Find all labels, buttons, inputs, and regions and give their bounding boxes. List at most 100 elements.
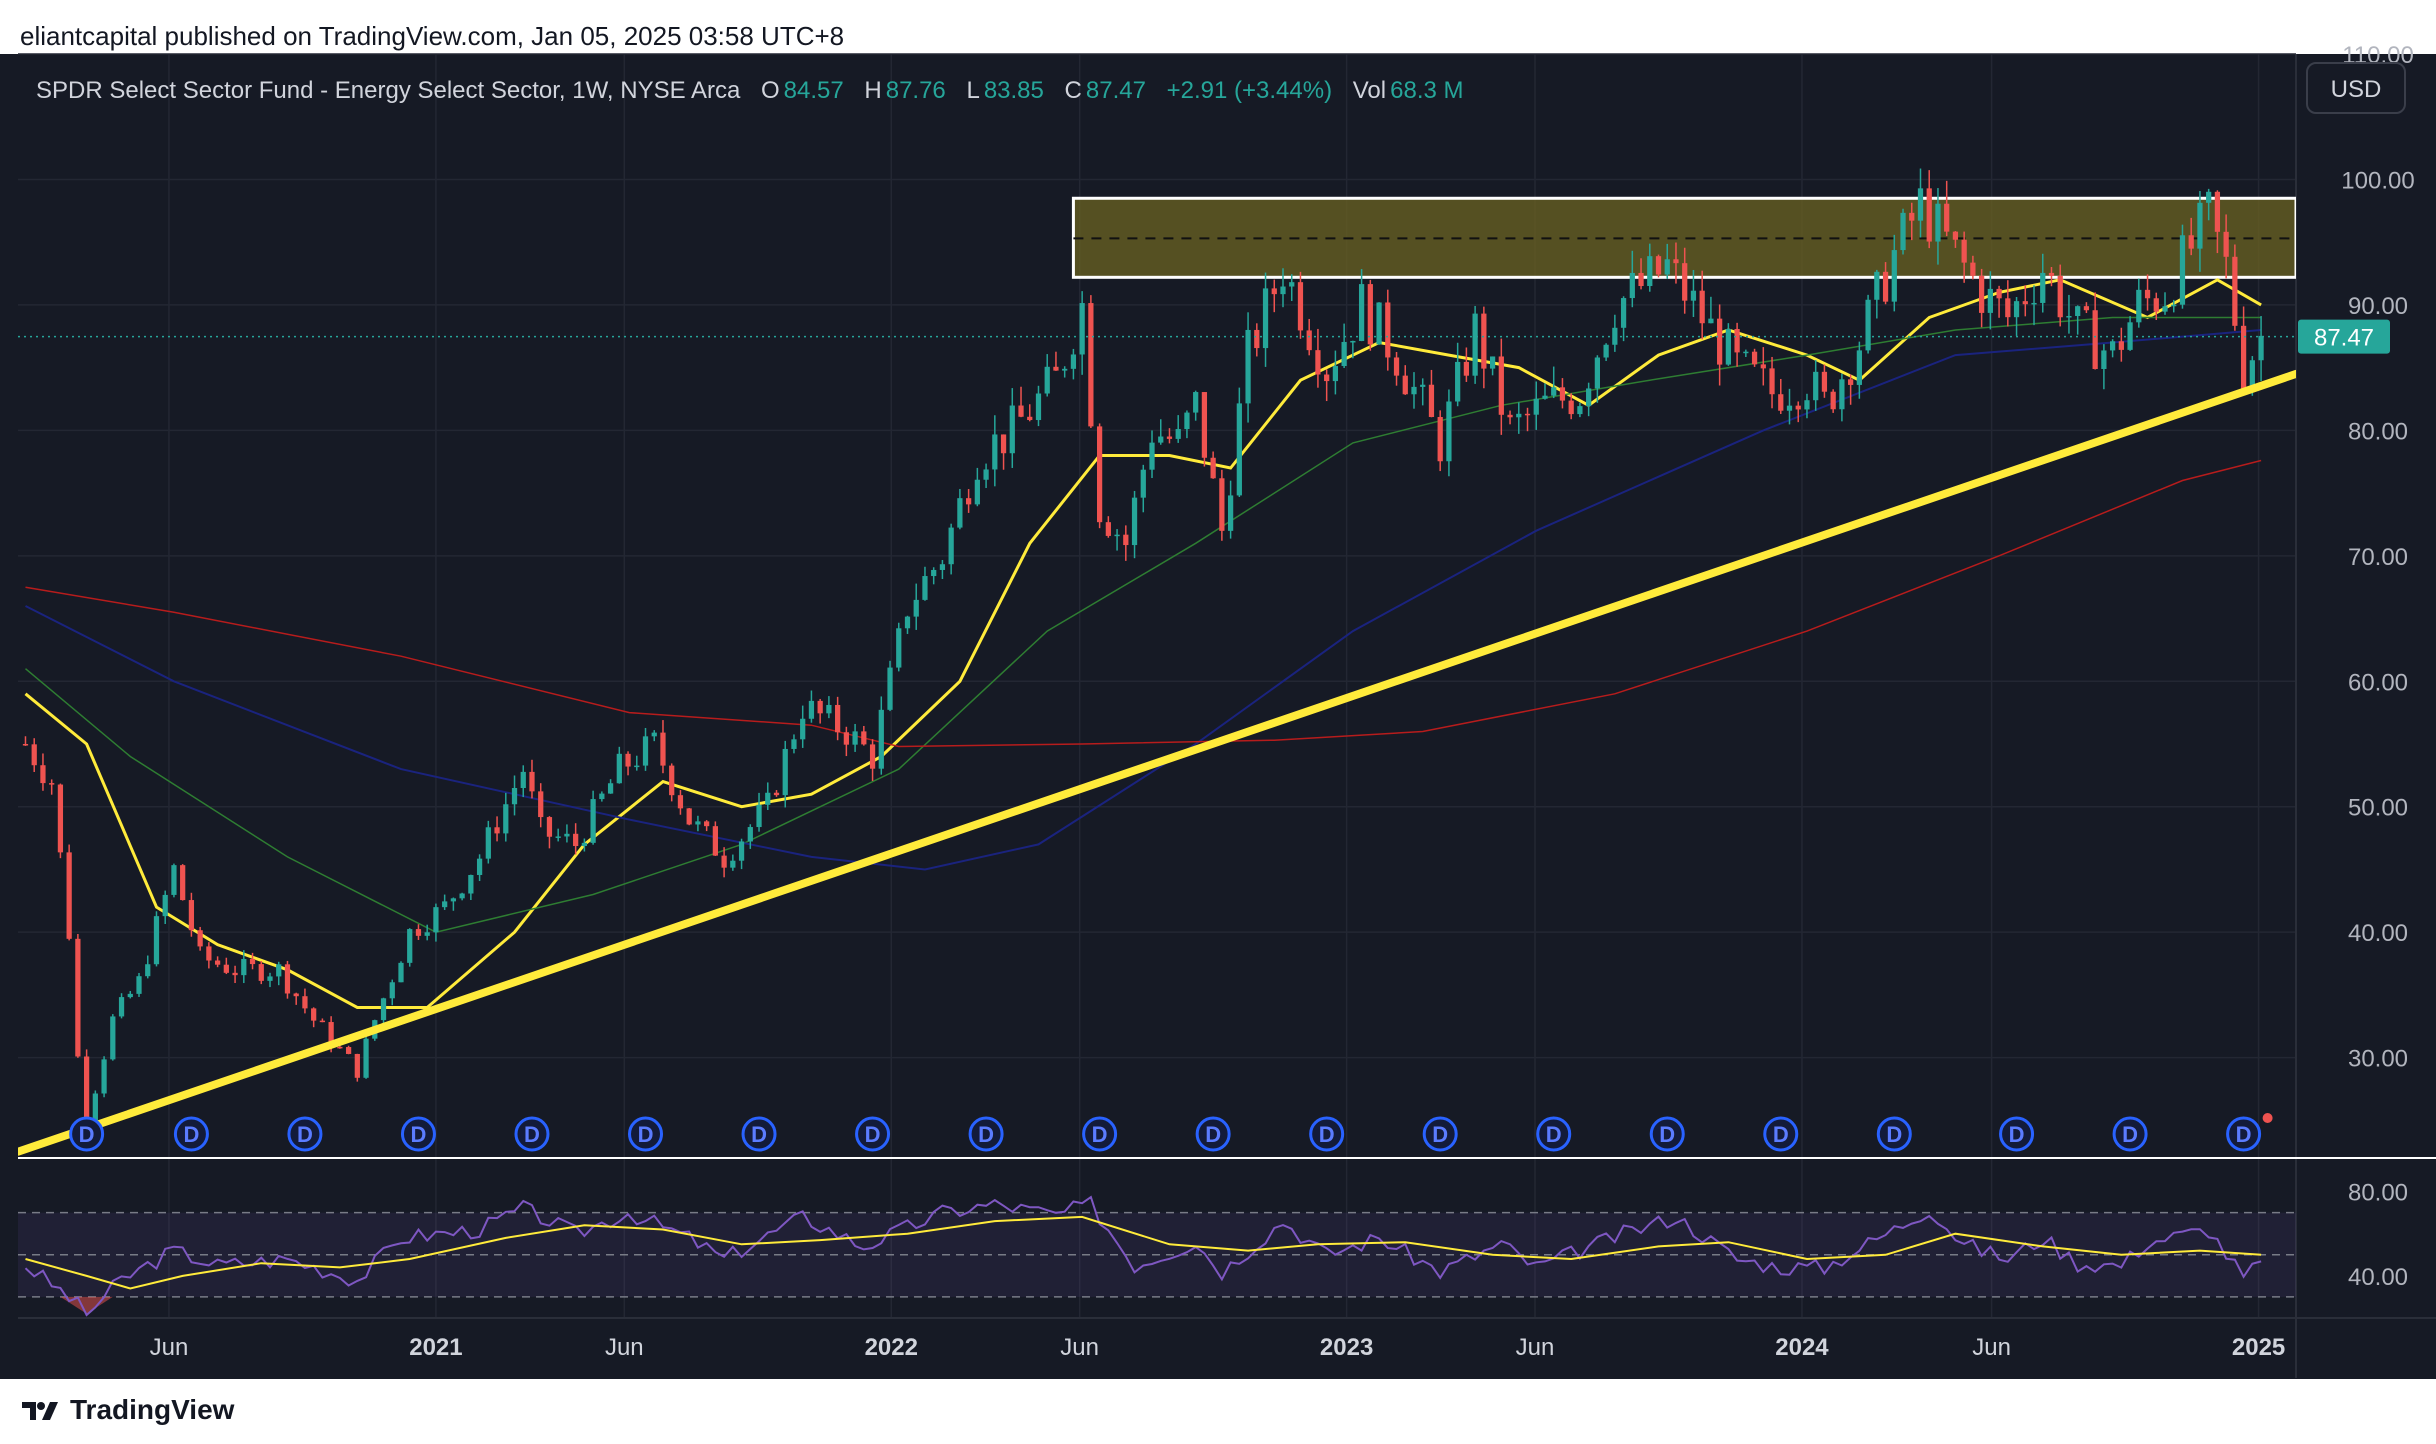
candle-body — [992, 434, 998, 470]
candle-body — [896, 628, 902, 668]
candle-body — [241, 958, 247, 976]
candle-body — [171, 865, 177, 895]
candle-body — [1341, 341, 1347, 367]
candle-body — [267, 976, 273, 981]
candle-body — [40, 765, 46, 784]
candle-body — [1367, 284, 1373, 345]
candle-body — [162, 894, 168, 917]
candle-body — [1725, 328, 1731, 365]
candle-body — [1638, 272, 1644, 287]
candle-body — [363, 1038, 369, 1078]
candle-body — [1096, 426, 1103, 523]
candle-body — [721, 855, 727, 868]
volume-label: Vol — [1352, 77, 1387, 104]
candle-body — [153, 916, 160, 965]
candle-body — [2214, 191, 2221, 232]
price-tick-label: 80.00 — [2348, 418, 2408, 445]
candle-body — [983, 469, 989, 480]
candle-body — [1481, 313, 1487, 369]
candle-body — [1778, 394, 1784, 411]
candle-body — [791, 739, 797, 749]
candle-body — [1088, 303, 1094, 427]
candle-body — [1551, 387, 1557, 396]
candle-body — [2057, 275, 2063, 318]
candle-body — [1970, 262, 1976, 276]
candle-body — [2031, 302, 2037, 305]
candle-body — [2206, 191, 2212, 203]
candle-body — [1882, 271, 1889, 302]
candle-body — [2092, 310, 2098, 370]
candle-body — [1760, 364, 1766, 369]
candle-body — [1332, 366, 1339, 382]
high-label: H — [864, 77, 882, 104]
candle-body — [398, 962, 404, 983]
candle-body — [1498, 356, 1504, 415]
candle-body — [1289, 282, 1295, 287]
tradingview-logo[interactable]: TradingView — [20, 1390, 234, 1430]
rsi-ma-line — [25, 1215, 2262, 1290]
dividend-marker — [400, 1116, 436, 1152]
candle-body — [136, 976, 142, 994]
candle-body — [110, 1016, 116, 1060]
candle-body — [1149, 442, 1155, 470]
candle-body — [773, 792, 780, 796]
candle-body — [712, 826, 718, 856]
candle-body — [1979, 275, 1985, 313]
dividend-marker — [1422, 1116, 1458, 1152]
candle-body — [1193, 392, 1199, 413]
symbol-title[interactable]: SPDR Select Sector Fund - Energy Select … — [36, 77, 741, 104]
rsi-tick-label: 40.00 — [2348, 1264, 2408, 1291]
tradingview-icon — [22, 1402, 58, 1420]
candle-body — [2232, 256, 2238, 326]
candle-body — [931, 569, 937, 577]
candle-body — [1227, 495, 1234, 531]
candle-body — [2109, 341, 2116, 351]
dividend-marker — [2112, 1116, 2148, 1152]
candle-body — [1402, 375, 1408, 395]
candle-body — [1358, 284, 1365, 341]
moving-average-line — [25, 329, 2262, 871]
candle-body — [1324, 374, 1330, 382]
candle-body — [913, 599, 919, 617]
candle-body — [118, 997, 125, 1017]
dividend-marker — [1536, 1116, 1572, 1152]
candle-body — [1385, 302, 1391, 358]
candle-body — [1070, 354, 1077, 369]
time-tick-label: 2024 — [1775, 1334, 1829, 1361]
candle-body — [747, 827, 753, 842]
candle-body — [1856, 350, 1862, 385]
candle-body — [485, 827, 491, 859]
candle-body — [1699, 290, 1705, 324]
dividend-marker-label: D — [638, 1122, 654, 1147]
candle-body — [1751, 351, 1758, 365]
candle-body — [1769, 368, 1775, 395]
currency-button[interactable]: USD — [2306, 62, 2406, 114]
candle-body — [529, 771, 535, 792]
candle-body — [1140, 469, 1146, 498]
candle-body — [2075, 306, 2081, 317]
price-tick-label: 40.00 — [2348, 920, 2408, 947]
candle-body — [677, 795, 684, 809]
dividend-marker — [1999, 1116, 2035, 1152]
rsi-pane — [18, 1195, 2296, 1317]
time-tick-label: Jun — [150, 1334, 189, 1361]
price-tick-label: 100.00 — [2341, 167, 2414, 194]
candle-body — [1463, 361, 1470, 376]
rsi-line — [24, 1195, 2262, 1317]
dividend-marker — [855, 1116, 891, 1152]
candle-body — [607, 783, 614, 794]
moving-average-line — [25, 316, 2262, 933]
rsi-tick-label: 80.00 — [2348, 1180, 2408, 1207]
close-label: C — [1064, 77, 1082, 104]
price-tick-label: 90.00 — [2348, 293, 2408, 320]
candle-body — [686, 808, 692, 825]
candle-body — [852, 731, 858, 745]
candle-body — [2118, 341, 2124, 350]
candle-body — [1987, 288, 1993, 313]
candle-body — [127, 993, 133, 998]
candle-body — [1586, 388, 1592, 407]
dividend-marker-label: D — [1205, 1122, 1221, 1147]
candle-body — [1542, 395, 1548, 399]
candle-body — [1262, 288, 1269, 349]
